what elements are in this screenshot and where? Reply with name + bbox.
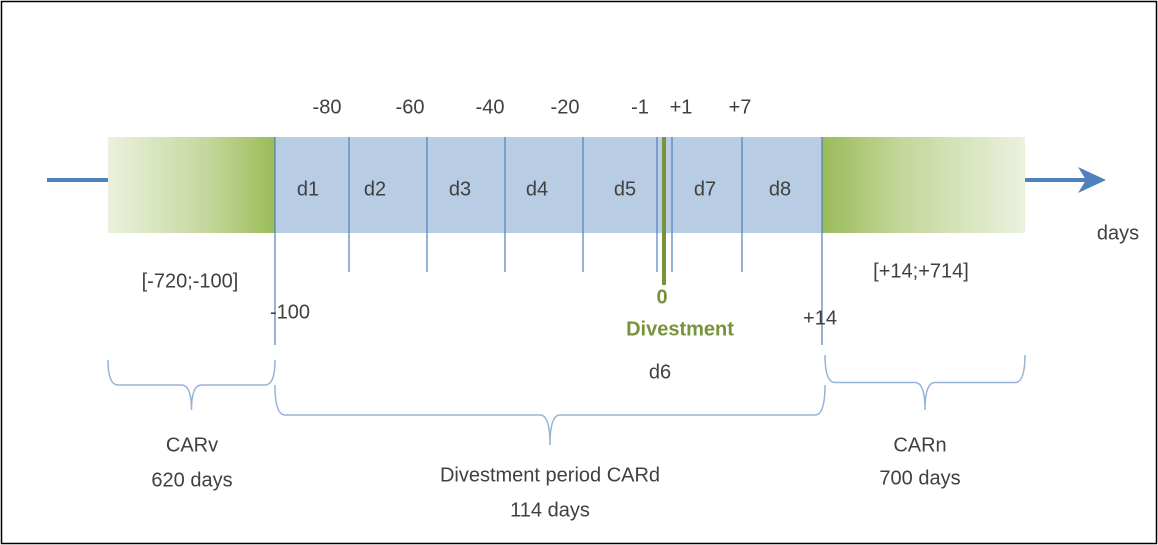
window-name: CARv [166,434,218,456]
tick-label: -20 [551,96,580,118]
window-duration: 700 days [879,467,960,489]
segment-label: d7 [694,178,716,200]
window-after [822,137,1025,233]
brace [107,359,276,411]
bound: +14 [803,307,837,329]
window-duration: 620 days [151,469,232,491]
tick-label: -1 [631,96,649,118]
braces [107,354,1026,446]
segment-label: d3 [449,178,471,200]
event-day: 0 [656,286,667,308]
range: [-720;-100] [142,270,239,292]
tick-label: -80 [313,96,342,118]
window-divestment [275,137,822,233]
window-duration: 114 days [510,499,590,521]
tick-label: +1 [670,96,693,118]
brace [274,384,826,446]
window-before [108,137,275,233]
tick-label: -60 [396,96,425,118]
range: [+14;+714] [873,260,969,282]
window-name: CARn [893,434,946,456]
segment-label: d1 [297,178,319,200]
segment-label: d8 [769,178,791,200]
tick-label: -40 [476,96,505,118]
axis-label: days [1097,222,1139,244]
segment-label: d2 [364,178,386,200]
event-label: Divestment [626,318,734,340]
tick-label: +7 [729,96,752,118]
segment-label: d4 [526,178,548,200]
bound: -100 [270,301,310,323]
window-name: Divestment period CARd [440,464,660,486]
segment-label: d5 [614,178,636,200]
tick-lines [274,137,823,345]
segment-label: d6 [649,361,671,383]
arrowhead [1078,167,1106,193]
brace [824,354,1026,411]
